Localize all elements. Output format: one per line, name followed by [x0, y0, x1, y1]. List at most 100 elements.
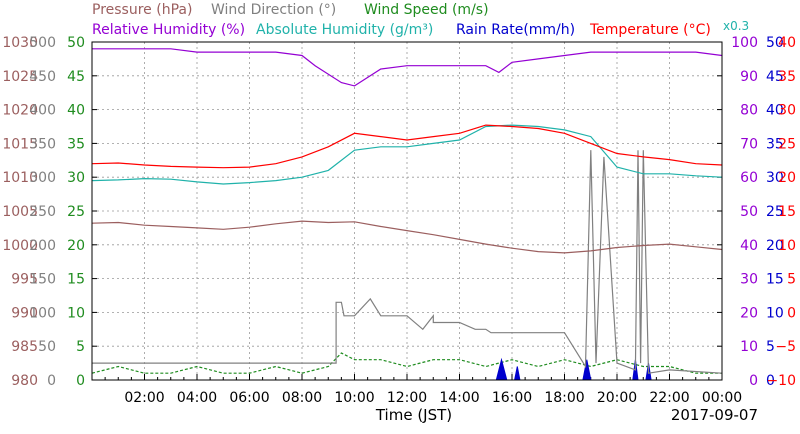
y-tick-label-wind-speed: 25 — [67, 204, 85, 220]
y-tick-label-wind-speed: 15 — [67, 272, 85, 288]
x-tick-label: 16:00 — [492, 390, 532, 406]
y-tick-label-rain-rate: 25 — [766, 204, 784, 220]
y-tick-label-wind-speed: 20 — [67, 238, 85, 254]
x-tick-label: 10:00 — [334, 390, 374, 406]
y-tick-label-wind-direction: 250 — [29, 204, 56, 220]
y-tick-label-relative-humidity: 10 — [740, 339, 758, 355]
y-tick-label-wind-speed: 35 — [67, 136, 85, 152]
y-tick-label-pressure: 995 — [11, 272, 38, 288]
y-tick-label-relative-humidity: 80 — [740, 103, 758, 119]
y-tick-label-wind-direction: 500 — [29, 35, 56, 51]
y-tick-label-temperature: 40 — [778, 35, 796, 51]
axis-tick-labels: 02:00 04:00 06:00 08:00 10:00 12:00 14:00 16:00… — [2, 35, 796, 406]
y-tick-label-rain-rate: 45 — [766, 69, 784, 85]
x-tick-label: 22:00 — [649, 390, 689, 406]
legend-rain-rate: Rain Rate(mm/h) — [456, 22, 575, 38]
y-tick-label-wind-speed: 5 — [76, 339, 85, 355]
y-tick-label-temperature: −5 — [775, 339, 796, 355]
y-tick-label-relative-humidity: 30 — [740, 272, 758, 288]
y-tick-label-pressure: 1020 — [2, 103, 38, 119]
y-tick-label-wind-speed: 0 — [76, 373, 85, 389]
y-tick-label-wind-speed: 50 — [67, 35, 85, 51]
y-tick-label-rain-rate: 35 — [766, 136, 784, 152]
y-tick-label-rain-rate: 40 — [766, 103, 784, 119]
y-tick-label-wind-direction: 400 — [29, 103, 56, 119]
y-tick-label-rain-rate: 20 — [766, 238, 784, 254]
x-axis-label: Time (JST) — [375, 406, 452, 424]
y-tick-label-temperature: −10 — [766, 373, 796, 389]
x-tick-label: 04:00 — [177, 390, 217, 406]
y-tick-label-relative-humidity: 90 — [740, 69, 758, 85]
y-tick-label-temperature: 0 — [787, 305, 796, 321]
y-tick-label-pressure: 1000 — [2, 238, 38, 254]
y-tick-label-pressure: 1015 — [2, 136, 38, 152]
series-temperature-c — [91, 124, 723, 169]
y-tick-label-wind-direction: 350 — [29, 136, 56, 152]
series-wind-speed-m-s — [91, 352, 722, 374]
y-tick-label-pressure: 985 — [11, 339, 38, 355]
series-relative-humidity — [92, 48, 723, 87]
y-tick-label-rain-rate: 15 — [766, 272, 784, 288]
y-tick-label-rain-rate: 10 — [766, 305, 784, 321]
x-tick-label: 20:00 — [597, 390, 637, 406]
y-tick-label-pressure: 1005 — [2, 204, 38, 220]
y-tick-label-temperature: 20 — [778, 170, 796, 186]
y-tick-label-pressure: 980 — [11, 373, 38, 389]
x-tick-label: 02:00 — [124, 390, 164, 406]
y-tick-label-rain-rate: 50 — [766, 35, 784, 51]
legend-abs-humidity-scale: x0.3 — [723, 19, 749, 33]
y-tick-label-wind-direction: 100 — [29, 305, 56, 321]
y-tick-label-relative-humidity: 20 — [740, 305, 758, 321]
y-tick-label-temperature: 30 — [778, 103, 796, 119]
y-tick-label-pressure: 1025 — [2, 69, 38, 85]
x-tick-label: 00:00 — [702, 390, 742, 406]
x-tick-label: 06:00 — [229, 390, 269, 406]
y-tick-label-wind-direction: 450 — [29, 69, 56, 85]
legend-wind-speed: Wind Speed (m/s) — [364, 2, 489, 18]
legend-relative-humidity: Relative Humidity (%) — [92, 22, 245, 38]
legend-pressure: Pressure (hPa) — [92, 2, 192, 18]
plot-frame — [91, 41, 723, 381]
y-tick-label-temperature: 10 — [778, 238, 796, 254]
y-tick-label-relative-humidity: 100 — [731, 35, 758, 51]
y-tick-label-wind-speed: 40 — [67, 103, 85, 119]
y-tick-label-pressure: 990 — [11, 305, 38, 321]
y-tick-label-rain-rate: 5 — [766, 339, 775, 355]
series-wind-direction — [92, 150, 723, 374]
x-tick-label: 12:00 — [387, 390, 427, 406]
y-tick-label-temperature: 35 — [778, 69, 796, 85]
y-tick-label-rain-rate: 30 — [766, 170, 784, 186]
series-pressure-hpa — [91, 220, 723, 254]
y-tick-label-rain-rate: 0 — [766, 373, 775, 389]
x-tick-label: 08:00 — [282, 390, 322, 406]
y-tick-label-relative-humidity: 40 — [740, 238, 758, 254]
y-tick-label-temperature: 15 — [778, 204, 796, 220]
x-tick-label: 14:00 — [439, 390, 479, 406]
y-tick-label-wind-speed: 30 — [67, 170, 85, 186]
y-tick-label-relative-humidity: 0 — [749, 373, 758, 389]
y-tick-label-wind-direction: 300 — [29, 170, 56, 186]
y-tick-label-wind-direction: 50 — [38, 339, 56, 355]
y-tick-label-wind-direction: 150 — [29, 272, 56, 288]
y-tick-label-relative-humidity: 70 — [740, 136, 758, 152]
x-tick-label: 18:00 — [544, 390, 584, 406]
y-tick-label-wind-speed: 45 — [67, 69, 85, 85]
y-tick-label-wind-direction: 200 — [29, 238, 56, 254]
y-tick-label-pressure: 1030 — [2, 35, 38, 51]
y-tick-label-wind-direction: 0 — [47, 373, 56, 389]
y-tick-label-wind-speed: 10 — [67, 305, 85, 321]
y-tick-label-temperature: 25 — [778, 136, 796, 152]
legend-temperature: Temperature (°C) — [589, 22, 711, 38]
y-tick-label-relative-humidity: 50 — [740, 204, 758, 220]
legend-wind-direction: Wind Direction (°) — [211, 2, 336, 18]
chart-header: Pressure (hPa) Wind Direction (°) Wind S… — [92, 2, 749, 38]
date-label: 2017-09-07 — [671, 406, 758, 424]
series-absolute-humidity-g-m-x0-3 — [91, 124, 723, 185]
chart-grid — [92, 42, 722, 380]
legend-absolute-humidity: Absolute Humidity (g/m³) — [256, 22, 433, 38]
y-tick-label-pressure: 1010 — [2, 170, 38, 186]
y-tick-label-relative-humidity: 60 — [740, 170, 758, 186]
y-tick-label-temperature: 5 — [787, 272, 796, 288]
